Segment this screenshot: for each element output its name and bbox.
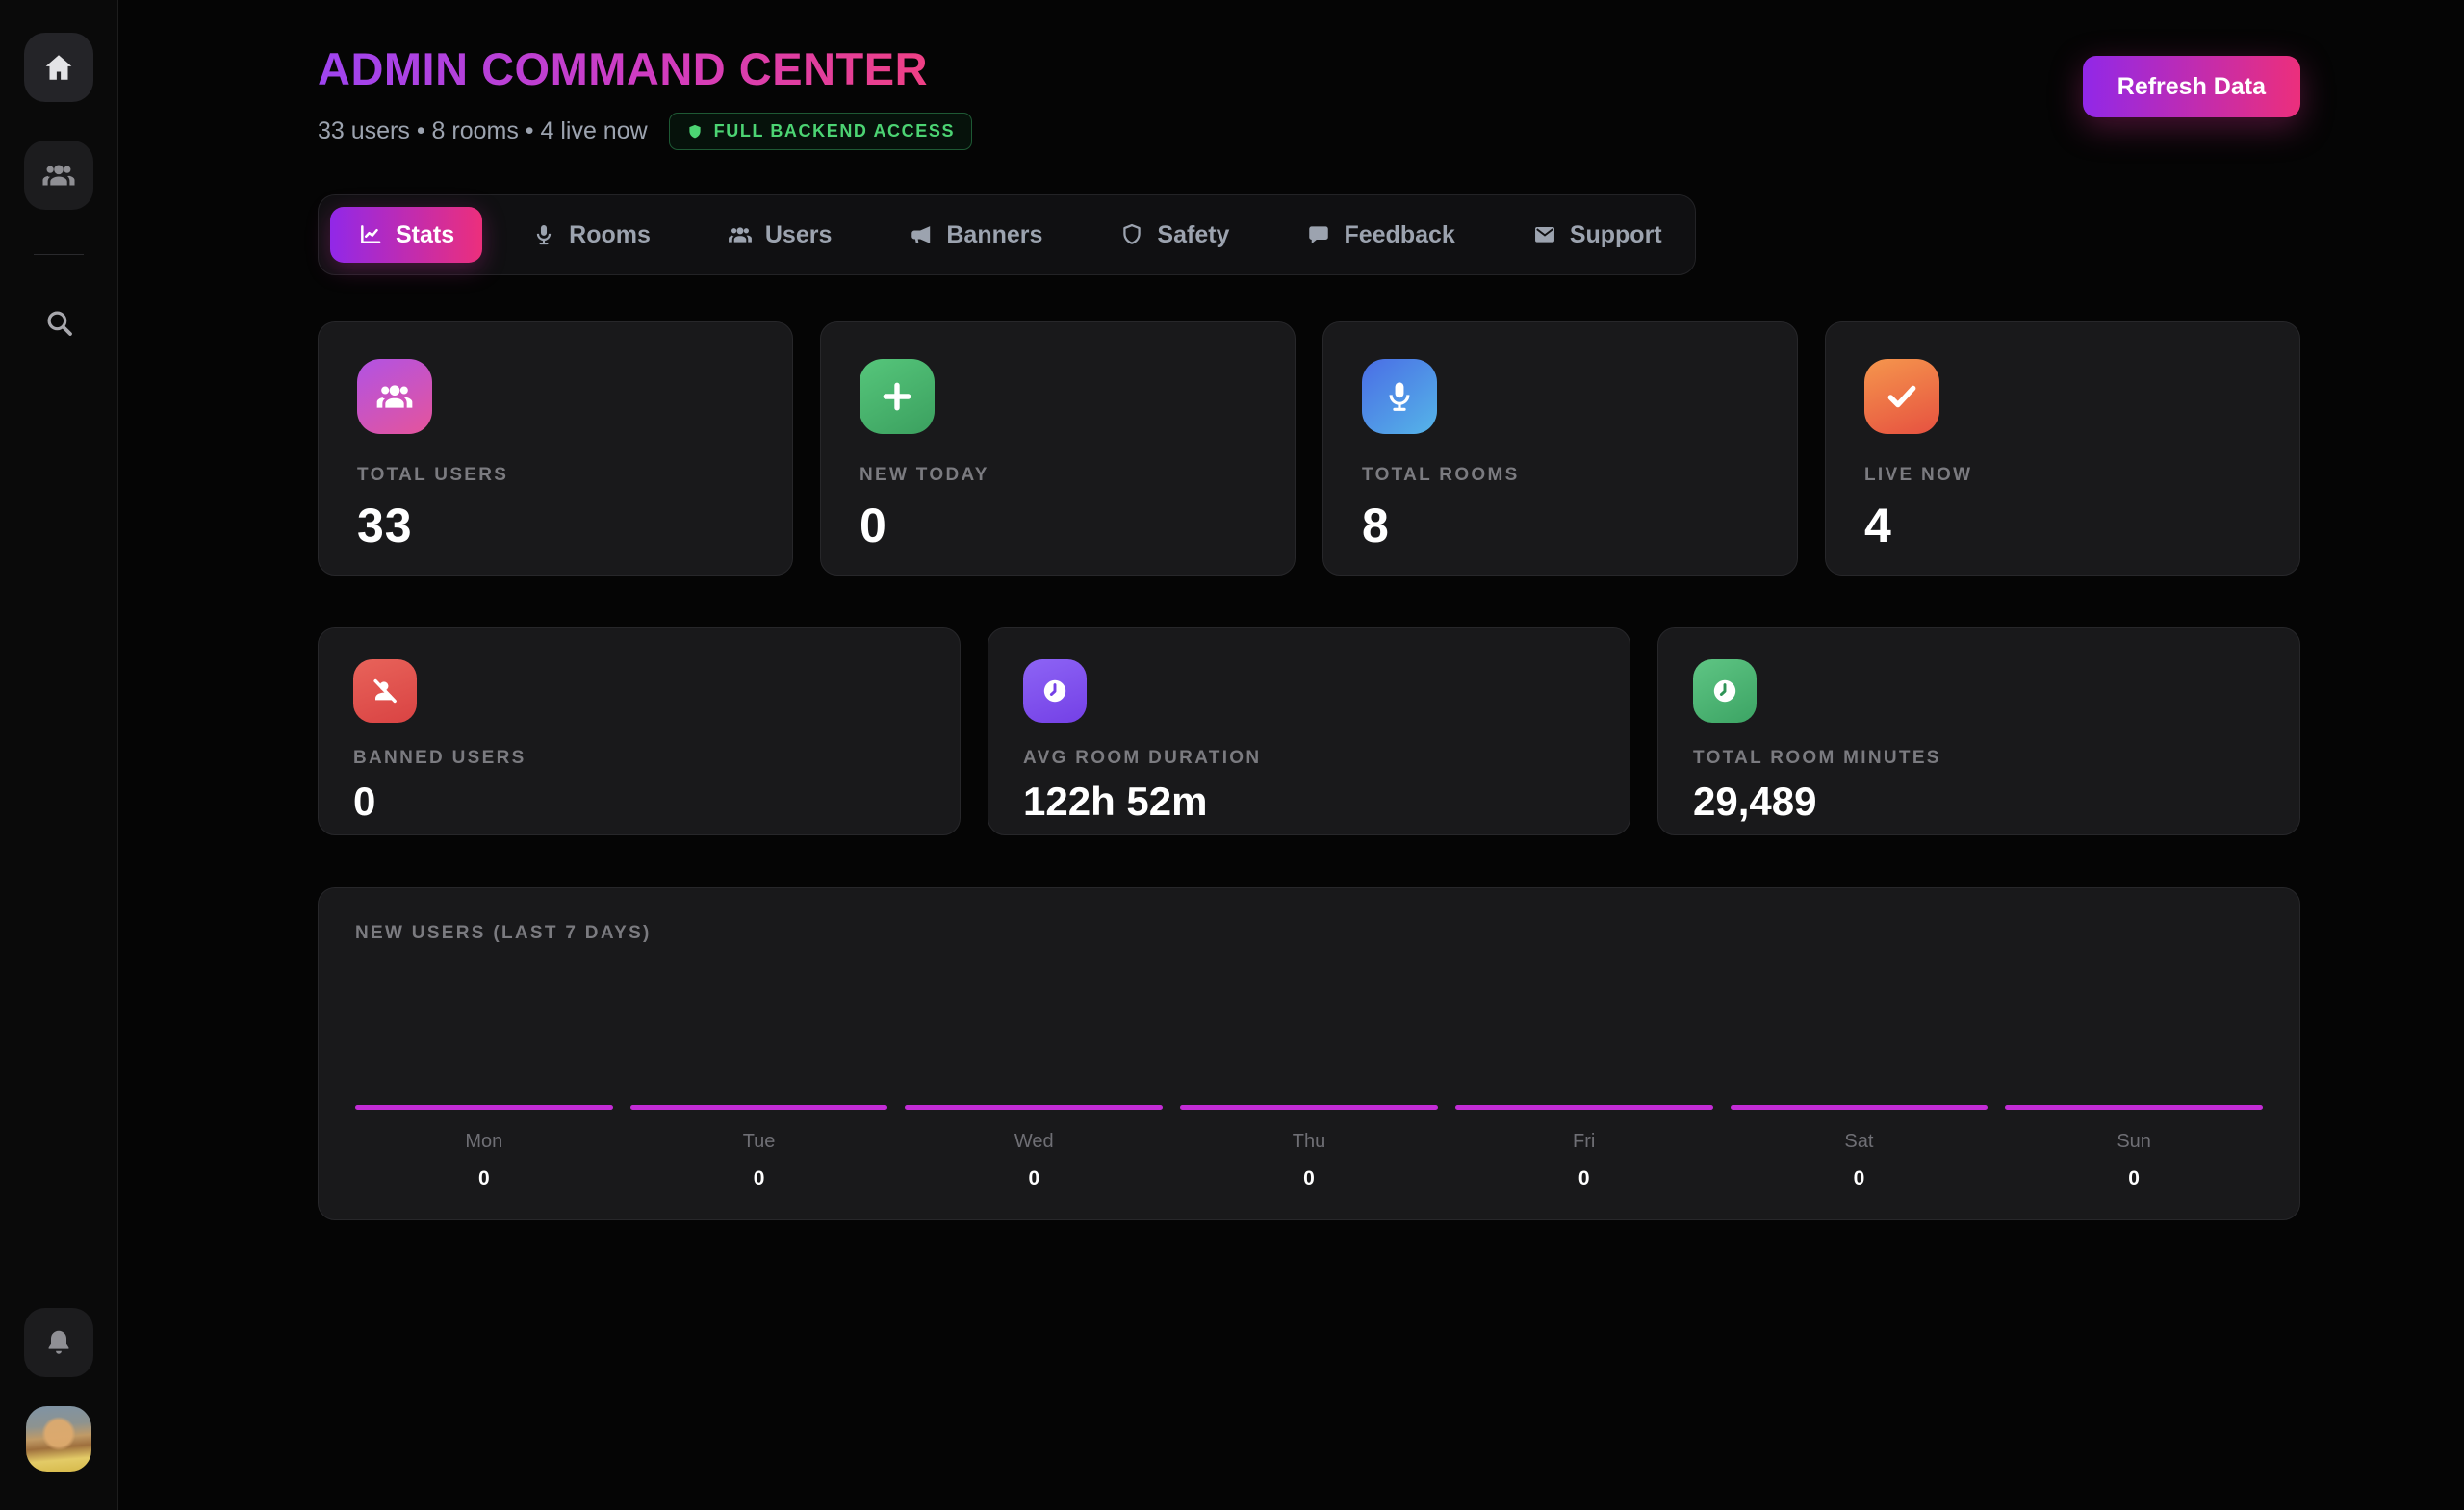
microphone-icon [531, 222, 556, 247]
stat-card-avg-room-duration: AVG ROOM DURATION 122h 52m [988, 627, 1630, 835]
sidebar [0, 0, 118, 1510]
chart-bar [2005, 1105, 2263, 1110]
stat-value: 29,489 [1693, 779, 1817, 824]
stats-summary: 33 users • 8 rooms • 4 live now [318, 117, 648, 144]
page-title: ADMIN COMMAND CENTER [318, 42, 972, 95]
tab-stats[interactable]: Stats [330, 207, 483, 263]
chart-value-label: 0 [1853, 1167, 1865, 1190]
plus-icon [860, 359, 935, 434]
sidebar-search-button[interactable] [24, 288, 93, 357]
search-icon [43, 307, 74, 338]
chat-bubble-icon [1306, 222, 1331, 247]
clock-icon [1023, 659, 1087, 723]
stat-value: 33 [357, 499, 413, 552]
stat-card-new-today: NEW TODAY 0 [820, 321, 1296, 576]
megaphone-icon [909, 222, 934, 247]
envelope-icon [1532, 222, 1557, 247]
stat-label: TOTAL ROOM MINUTES [1693, 748, 1941, 768]
stat-value: 0 [860, 499, 887, 552]
stats-row-1: TOTAL USERS 33 NEW TODAY 0 TOTAL ROOMS 8 [318, 321, 2300, 576]
refresh-data-button[interactable]: Refresh Data [2082, 56, 2300, 117]
chart-category-label: Sun [2117, 1131, 2151, 1152]
users-icon [357, 359, 432, 434]
chart-category-label: Thu [1292, 1131, 1326, 1152]
stat-card-banned-users: BANNED USERS 0 [318, 627, 961, 835]
sidebar-item-users[interactable] [24, 141, 93, 210]
chart-column: Fri 0 [1454, 954, 1713, 1190]
new-users-chart-card: NEW USERS (LAST 7 DAYS) Mon 0 Tue 0 Wed … [318, 887, 2300, 1220]
chart-category-label: Wed [1014, 1131, 1054, 1152]
chart-value-label: 0 [1303, 1167, 1315, 1190]
access-badge: FULL BACKEND ACCESS [668, 113, 973, 150]
stat-label: TOTAL USERS [357, 465, 509, 485]
chart-value-label: 0 [753, 1167, 765, 1190]
chart-value-label: 0 [1578, 1167, 1590, 1190]
tab-rooms[interactable]: Rooms [503, 207, 679, 263]
shield-icon [686, 123, 704, 141]
sidebar-item-home[interactable] [24, 33, 93, 102]
chart-bar [905, 1105, 1164, 1110]
home-icon [42, 51, 75, 84]
stat-card-total-users: TOTAL USERS 33 [318, 321, 793, 576]
chart-column: Sun 0 [2005, 954, 2263, 1190]
chart-column: Sat 0 [1730, 954, 1989, 1190]
tab-support[interactable]: Support [1504, 207, 1690, 263]
chart-bar [355, 1105, 613, 1110]
chart-bar [1180, 1105, 1438, 1110]
tab-safety[interactable]: Safety [1091, 207, 1257, 263]
shield-icon [1119, 222, 1144, 247]
avatar-photo [26, 1406, 91, 1472]
stats-row-2: BANNED USERS 0 AVG ROOM DURATION 122h 52… [318, 627, 2300, 835]
chart-category-label: Mon [465, 1131, 503, 1152]
chart-value-label: 0 [1028, 1167, 1040, 1190]
user-slash-icon [353, 659, 417, 723]
stat-card-live-now: LIVE NOW 4 [1825, 321, 2300, 576]
stat-label: TOTAL ROOMS [1362, 465, 1520, 485]
stat-value: 0 [353, 779, 376, 824]
user-avatar[interactable] [26, 1406, 91, 1472]
chart-category-label: Fri [1573, 1131, 1596, 1152]
users-icon [41, 158, 76, 192]
bell-icon [43, 1327, 74, 1358]
chart-value-label: 0 [478, 1167, 490, 1190]
users-icon [728, 222, 753, 247]
chart-value-label: 0 [2128, 1167, 2140, 1190]
chart-category-label: Tue [742, 1131, 776, 1152]
tab-banners[interactable]: Banners [881, 207, 1070, 263]
chart-column: Tue 0 [629, 954, 888, 1190]
page-header: ADMIN COMMAND CENTER 33 users • 8 rooms … [318, 42, 2300, 150]
tab-feedback[interactable]: Feedback [1278, 207, 1482, 263]
chart-column: Thu 0 [1180, 954, 1438, 1190]
chart-bar [1454, 1105, 1713, 1110]
chart-column: Wed 0 [905, 954, 1164, 1190]
bar-chart: Mon 0 Tue 0 Wed 0 Thu 0 [355, 954, 2263, 1190]
chart-line-icon [358, 222, 383, 247]
sidebar-divider [34, 254, 84, 255]
microphone-icon [1362, 359, 1437, 434]
notifications-button[interactable] [24, 1308, 93, 1377]
chart-bar [629, 1105, 888, 1110]
access-badge-label: FULL BACKEND ACCESS [713, 121, 956, 141]
chart-bar [1730, 1105, 1989, 1110]
chart-title: NEW USERS (LAST 7 DAYS) [355, 923, 652, 943]
chart-category-label: Sat [1844, 1131, 1874, 1152]
stat-label: BANNED USERS [353, 748, 526, 768]
stat-value: 4 [1864, 499, 1892, 552]
stat-label: NEW TODAY [860, 465, 989, 485]
tab-bar: Stats Rooms Users Banners [318, 194, 1696, 275]
chart-column: Mon 0 [355, 954, 613, 1190]
stat-label: AVG ROOM DURATION [1023, 748, 1262, 768]
stat-card-total-room-minutes: TOTAL ROOM MINUTES 29,489 [1657, 627, 2300, 835]
main-content: ADMIN COMMAND CENTER 33 users • 8 rooms … [118, 0, 2464, 1510]
check-icon [1864, 359, 1939, 434]
stat-card-total-rooms: TOTAL ROOMS 8 [1322, 321, 1798, 576]
tab-users[interactable]: Users [700, 207, 860, 263]
stat-value: 122h 52m [1023, 779, 1208, 824]
clock-icon [1693, 659, 1757, 723]
stat-value: 8 [1362, 499, 1390, 552]
stat-label: LIVE NOW [1864, 465, 1973, 485]
